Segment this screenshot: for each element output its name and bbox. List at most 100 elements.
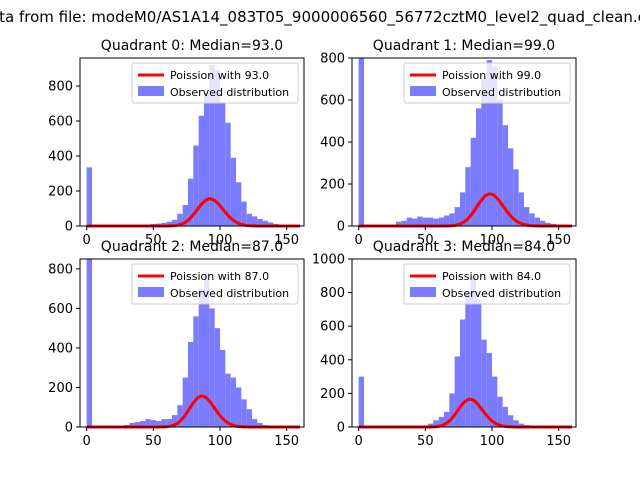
y-tick-label: 800 bbox=[48, 262, 73, 277]
histogram-bar bbox=[172, 415, 178, 427]
histogram-bar bbox=[449, 393, 455, 427]
y-tick-label: 1000 bbox=[312, 253, 345, 268]
x-tick-label: 50 bbox=[145, 434, 162, 449]
histogram-bar bbox=[209, 65, 215, 226]
legend-hist-label: Observed distribution bbox=[442, 287, 561, 300]
y-tick-label: 600 bbox=[320, 94, 345, 109]
legend-hist-label: Observed distribution bbox=[170, 86, 289, 99]
histogram-bar bbox=[140, 421, 146, 427]
histogram-bar bbox=[358, 58, 364, 226]
x-tick-label: 50 bbox=[417, 434, 434, 449]
histogram-bar bbox=[220, 103, 226, 226]
axes-frame bbox=[351, 258, 577, 428]
x-tick-label: 0 bbox=[355, 233, 363, 248]
x-tick-label: 100 bbox=[208, 434, 233, 449]
histogram-bar bbox=[518, 423, 524, 427]
histogram-bar bbox=[422, 217, 428, 226]
histogram-bar bbox=[230, 157, 236, 226]
legend-hist-swatch bbox=[138, 86, 164, 96]
histogram-bar bbox=[188, 342, 194, 427]
y-tick-label: 600 bbox=[48, 115, 73, 130]
histogram-bar bbox=[214, 70, 220, 226]
y-tick-label: 200 bbox=[48, 381, 73, 396]
histogram-bar bbox=[497, 100, 503, 226]
quadrant-3-title: Quadrant 3: Median=84.0 bbox=[373, 239, 555, 255]
legend-hist-label: Observed distribution bbox=[170, 287, 289, 300]
histogram-bar bbox=[481, 79, 487, 226]
histogram-bar bbox=[513, 420, 519, 427]
histogram-bar bbox=[257, 219, 263, 226]
histogram-bar bbox=[460, 319, 466, 427]
histogram-bar bbox=[257, 423, 263, 427]
quadrant-2-title: Quadrant 2: Median=87.0 bbox=[101, 239, 283, 255]
figure-suptitle: Data from file: modeM0/AS1A14_083T05_900… bbox=[0, 8, 640, 27]
histogram-bar bbox=[145, 419, 151, 427]
histogram-bar bbox=[198, 288, 204, 427]
x-tick-label: 100 bbox=[208, 233, 233, 248]
histogram-bar bbox=[454, 356, 460, 427]
histogram-bar bbox=[502, 125, 508, 226]
histogram-bar bbox=[396, 221, 402, 226]
histogram-bar bbox=[188, 178, 194, 226]
histogram-bar bbox=[129, 423, 135, 427]
x-tick-label: 100 bbox=[480, 233, 505, 248]
axes-frame bbox=[79, 57, 305, 227]
histogram-bar bbox=[204, 93, 210, 226]
histogram-bar bbox=[150, 420, 156, 427]
histogram-bar bbox=[193, 316, 199, 427]
histogram-bar bbox=[486, 60, 492, 226]
histogram-bar bbox=[508, 415, 514, 427]
histogram-bar bbox=[193, 145, 199, 226]
histogram-bar bbox=[246, 213, 252, 226]
x-tick-label: 0 bbox=[83, 233, 91, 248]
axes-frame bbox=[79, 258, 305, 428]
histogram-bar bbox=[476, 108, 482, 226]
y-tick-label: 0 bbox=[337, 220, 345, 235]
histogram-bar bbox=[518, 192, 524, 226]
y-tick-label: 400 bbox=[320, 136, 345, 151]
histogram-bar bbox=[134, 422, 140, 427]
histogram-bar bbox=[198, 115, 204, 226]
histogram-bar bbox=[241, 201, 247, 226]
histogram-bar bbox=[417, 216, 423, 226]
y-tick-label: 200 bbox=[48, 185, 73, 200]
histogram-bar bbox=[470, 137, 476, 226]
histogram-bar bbox=[220, 349, 226, 427]
histogram-bar bbox=[502, 406, 508, 427]
histogram-bar bbox=[86, 259, 92, 427]
histogram-bar bbox=[172, 219, 178, 226]
histogram-bar bbox=[268, 222, 274, 226]
histogram-bar bbox=[214, 328, 220, 427]
legend-line-label: Poission with 93.0 bbox=[170, 69, 269, 82]
y-tick-label: 200 bbox=[320, 387, 345, 402]
x-tick-label: 0 bbox=[83, 434, 91, 449]
histogram-bar bbox=[476, 299, 482, 427]
histogram-bar bbox=[428, 423, 434, 427]
histogram-bar bbox=[433, 218, 439, 226]
histogram-bar bbox=[465, 167, 471, 226]
legend-box bbox=[403, 62, 571, 104]
x-tick-label: 100 bbox=[480, 434, 505, 449]
legend-hist-swatch bbox=[138, 287, 164, 297]
x-tick-label: 150 bbox=[274, 233, 299, 248]
y-tick-label: 800 bbox=[320, 52, 345, 67]
histogram-bar bbox=[524, 207, 530, 226]
histogram-bar bbox=[182, 205, 188, 226]
x-tick-label: 0 bbox=[355, 434, 363, 449]
quadrant-3-panel: Quadrant 3: Median=84.0 0 50 100 150 0 200 400 6… bbox=[312, 239, 577, 449]
histogram-bar bbox=[406, 217, 412, 226]
histogram-bar bbox=[241, 399, 247, 427]
histogram-bar bbox=[230, 377, 236, 427]
histogram-bar bbox=[444, 411, 450, 427]
y-tick-label: 800 bbox=[320, 286, 345, 301]
legend-box bbox=[403, 263, 571, 305]
legend-hist-label: Observed distribution bbox=[442, 86, 561, 99]
histogram-bar bbox=[161, 419, 167, 427]
x-tick-label: 50 bbox=[145, 233, 162, 248]
y-tick-label: 400 bbox=[320, 353, 345, 368]
x-tick-label: 150 bbox=[546, 233, 571, 248]
histogram-bar bbox=[492, 66, 498, 227]
histogram-bar bbox=[465, 292, 471, 427]
y-tick-label: 800 bbox=[48, 80, 73, 95]
